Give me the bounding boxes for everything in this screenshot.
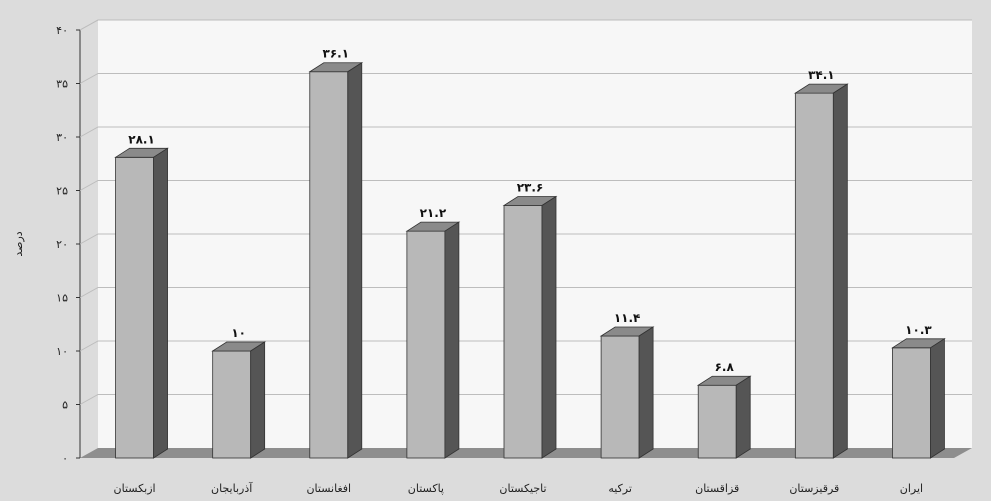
y-tick-label: ۳۰: [56, 131, 68, 144]
data-label: ۲۸.۱: [128, 132, 155, 146]
y-axis-ticks: ۰ ۵ ۱۰ ۱۵ ۲۰ ۲۵ ۳۰ ۳۵ ۴۰: [56, 24, 80, 465]
bar-side: [930, 338, 945, 459]
bar: ۳۶.۱: [308, 47, 364, 459]
y-tick-label: ۱۵: [56, 292, 68, 305]
gridline: [79, 233, 972, 245]
bar-side: [638, 326, 654, 459]
data-label: ۲۱.۲: [420, 206, 447, 220]
data-label: ۱۰: [231, 326, 246, 340]
bar: ۶.۸: [696, 360, 752, 459]
gridline: [79, 19, 972, 31]
category-label: قرقیزستان: [789, 482, 839, 495]
gridline: [79, 180, 972, 191]
gridline: [79, 73, 972, 84]
bar: ۱۰: [211, 326, 267, 459]
y-tick-label: ۲۰: [56, 238, 68, 251]
bar: ۳۴.۱: [793, 68, 849, 459]
gridline: [79, 126, 972, 138]
bar-front: [600, 335, 640, 459]
bar-front: [794, 92, 834, 459]
data-label: ۳۶.۱: [323, 47, 350, 61]
data-label: ۱۰.۳: [905, 323, 932, 337]
y-tick-label: ۳۵: [56, 78, 68, 91]
data-label: ۶.۸: [715, 360, 735, 374]
bar-side: [347, 61, 363, 459]
category-label: آذربایجان: [211, 481, 253, 495]
bar-side: [735, 375, 751, 459]
bars: ۲۸.۱ ۱۰ ۳۶.۱ ۲۱.۲ ۲۳.۶ ۱۱.۴ ۶.۸ ۳۴.۱ ۱۰.۳: [114, 47, 946, 459]
bar-side: [250, 341, 266, 459]
category-label: ترکیه: [608, 482, 632, 495]
gridline: [79, 287, 972, 298]
bar: ۱۰.۳: [891, 323, 946, 459]
y-tick-label: ۲۵: [56, 185, 68, 198]
category-label: پاکستان: [408, 482, 444, 495]
bar-front: [892, 347, 931, 459]
bar-front: [212, 350, 252, 459]
y-tick-label: ۱۰: [56, 345, 68, 358]
bar-front: [309, 71, 349, 459]
category-label: افغانستان: [306, 482, 351, 495]
bar-side: [444, 221, 460, 459]
bar: ۲۸.۱: [114, 132, 169, 459]
data-label: ۲۳.۶: [517, 180, 544, 194]
bar: ۱۱.۴: [599, 311, 655, 459]
data-label: ۱۱.۴: [614, 311, 641, 325]
category-label: قزاقستان: [695, 482, 739, 495]
x-axis-labels: ازبکستان آذربایجان افغانستان پاکستان تاجیکست…: [114, 481, 924, 495]
bar-front: [115, 156, 154, 459]
category-label: ازبکستان: [114, 482, 156, 495]
y-axis-label: درصد: [12, 231, 25, 256]
bar-side: [832, 83, 848, 459]
bar: ۲۱.۲: [405, 206, 461, 459]
bar-front: [697, 384, 737, 459]
y-tick-label: ۵: [62, 399, 68, 412]
category-label: ایران: [900, 482, 923, 495]
gridline: [79, 394, 972, 405]
bar-front: [503, 205, 543, 459]
bar-side: [153, 147, 168, 459]
bar: ۲۳.۶: [502, 180, 558, 459]
category-label: تاجیکستان: [499, 482, 546, 495]
y-tick-label: ۴۰: [56, 24, 68, 37]
data-label: ۳۴.۱: [808, 68, 835, 82]
bar-front: [406, 230, 446, 459]
bar-side: [541, 195, 557, 459]
gridline: [79, 340, 972, 352]
y-tick-label: ۰: [62, 452, 68, 465]
